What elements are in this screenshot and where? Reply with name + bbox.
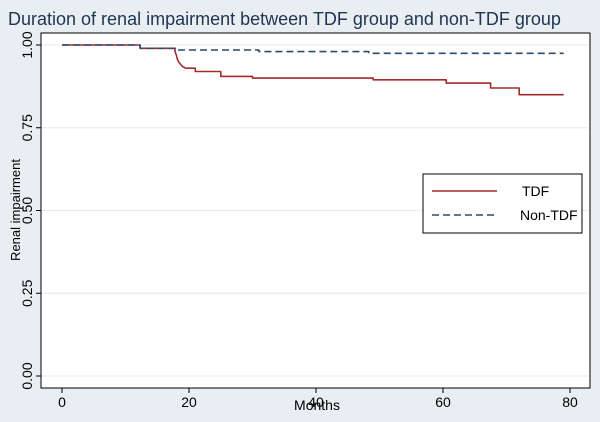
x-axis-title: Months xyxy=(294,397,340,413)
x-tick-label: 40 xyxy=(308,394,324,410)
x-tick-label: 20 xyxy=(181,394,197,410)
y-tick-label: 0.50 xyxy=(19,197,35,224)
axis-layer: 0.00 0.25 0.50 0.75 1.00 0 20 40 60 80 xyxy=(19,31,578,410)
x-tick-label: 0 xyxy=(58,394,66,410)
chart-title: Duration of renal impairment between TDF… xyxy=(8,9,561,29)
x-tick-label: 80 xyxy=(562,394,578,410)
legend-label-non-tdf: Non-TDF xyxy=(520,207,578,223)
y-tick-label: 0.25 xyxy=(19,279,35,306)
y-tick-label: 0.75 xyxy=(19,114,35,141)
legend-box xyxy=(422,173,583,234)
series-layer xyxy=(62,44,564,96)
y-axis-title: Renal impairment xyxy=(8,159,23,261)
series-line-tdf xyxy=(62,44,564,96)
legend-label-tdf: TDF xyxy=(522,183,549,199)
y-tick-label: 0.00 xyxy=(19,362,35,389)
series-line-non-tdf xyxy=(62,44,564,55)
legend: TDF Non-TDF xyxy=(422,173,583,234)
x-tick-label: 60 xyxy=(435,394,451,410)
y-tick-label: 1.00 xyxy=(19,31,35,58)
